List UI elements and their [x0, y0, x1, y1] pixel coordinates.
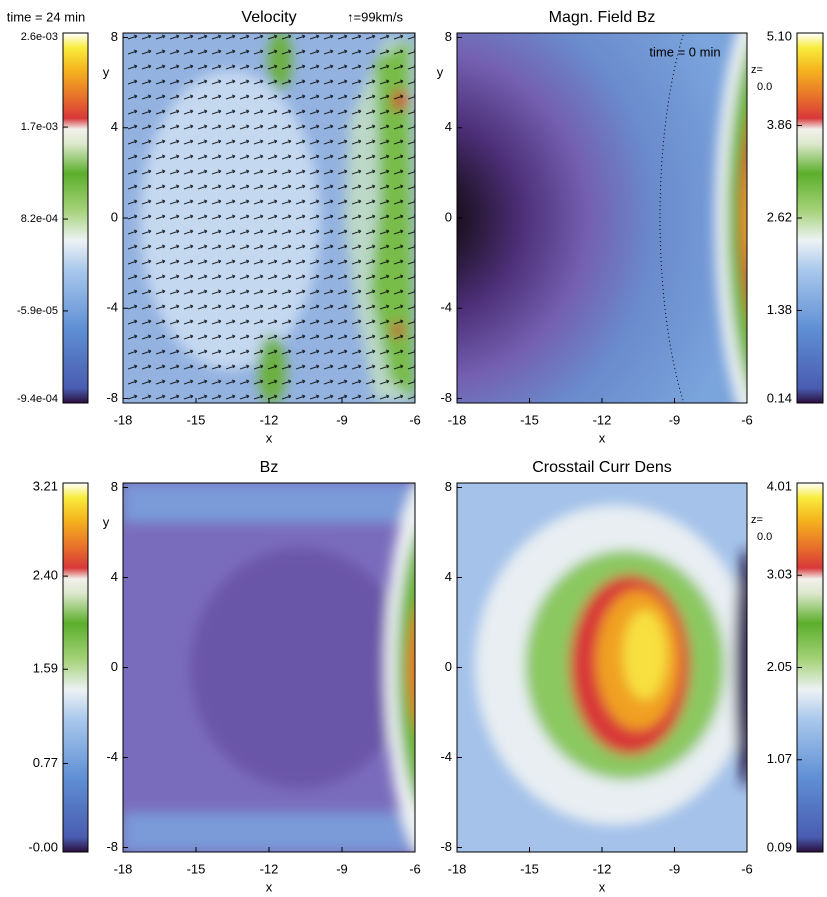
x-tick-label: -15 [187, 861, 206, 876]
y-tick-label: 8 [445, 29, 452, 44]
y-tick-label: -8 [106, 390, 118, 405]
y-tick-label: -8 [106, 839, 118, 854]
x-tick-label: -12 [260, 412, 279, 427]
colorbar-tick-label: 3.21 [33, 478, 58, 493]
z-value: 0.0 [757, 81, 772, 93]
z-label: z= [751, 514, 763, 526]
y-tick-label: 0 [445, 659, 452, 674]
y-tick-label: 0 [111, 659, 118, 674]
colorbar-tick-label: 1.59 [33, 661, 58, 676]
y-tick-label: 8 [111, 29, 118, 44]
x-tick-label: -15 [520, 412, 539, 427]
y-tick-label: 0 [111, 209, 118, 224]
y-tick-label: -8 [440, 390, 452, 405]
y-tick-label: 4 [111, 569, 118, 584]
colorbar-tick-label: 8.2e-04 [21, 213, 58, 225]
y-axis-label: y [437, 64, 444, 79]
y-tick-label: 0 [445, 209, 452, 224]
x-tick-label: -18 [448, 412, 467, 427]
x-tick-label: -15 [520, 861, 539, 876]
bz-field [123, 483, 415, 852]
scale-annotation: ↑=99km/s [347, 9, 403, 24]
colorbar-tick-label: 0.14 [767, 390, 792, 405]
x-tick-label: -12 [593, 412, 612, 427]
colorbar-tick-label: 2.6e-03 [21, 31, 58, 43]
colorbar-tick-label: 3.03 [767, 567, 792, 582]
x-tick-label: -18 [114, 861, 133, 876]
panel-title: Magn. Field Bz [549, 9, 656, 26]
y-tick-label: 4 [445, 119, 452, 134]
y-tick-label: -4 [106, 749, 118, 764]
colorbar-tick-label: 4.01 [767, 478, 792, 493]
x-tick-label: -9 [336, 861, 348, 876]
x-tick-label: -9 [336, 412, 348, 427]
colorbar-tick-label: 0.09 [767, 839, 792, 854]
colorbar-tick-label: -9.4e-04 [17, 393, 58, 405]
velocity-field [123, 33, 415, 403]
colorbar-tick-label: -0.00 [28, 839, 58, 854]
z-label: z= [751, 64, 763, 76]
x-tick-label: -6 [409, 412, 421, 427]
x-axis-label: x [266, 879, 273, 894]
x-tick-label: -12 [260, 861, 279, 876]
colorbar-tick-label: 1.7e-03 [21, 121, 58, 133]
panel-title: Bz [260, 459, 279, 476]
x-tick-label: -6 [741, 861, 753, 876]
x-tick-label: -6 [409, 861, 421, 876]
colorbar-tick-label: 1.38 [767, 302, 792, 317]
x-tick-label: -9 [669, 412, 681, 427]
x-tick-label: -6 [741, 412, 753, 427]
colorbar-tick-label: 2.40 [33, 568, 58, 583]
x-axis-label: x [266, 430, 273, 445]
time-label: time = 0 min [649, 44, 720, 59]
panel-title: Velocity [241, 9, 296, 26]
colorbar-tick-label: -5.9e-05 [17, 305, 58, 317]
y-tick-label: -8 [440, 839, 452, 854]
y-tick-label: 4 [111, 119, 118, 134]
colorbar-tick-label: 3.86 [767, 117, 792, 132]
current-density-field [457, 483, 747, 852]
colorbar-tick-label: 5.10 [767, 28, 792, 43]
colorbar [62, 482, 89, 853]
x-axis-label: x [599, 879, 606, 894]
y-tick-label: 8 [445, 479, 452, 494]
z-value: 0.0 [757, 531, 772, 543]
colorbar-tick-label: 2.62 [767, 209, 792, 224]
colorbar [62, 32, 89, 404]
x-axis-label: x [599, 430, 606, 445]
y-tick-label: 8 [111, 479, 118, 494]
colorbar-tick-label: 0.77 [33, 755, 58, 770]
bz-field-initial [457, 33, 747, 403]
x-tick-label: -18 [448, 861, 467, 876]
y-tick-label: 4 [445, 569, 452, 584]
panel-title: Crosstail Curr Dens [532, 459, 672, 476]
x-tick-label: -12 [593, 861, 612, 876]
x-tick-label: -18 [114, 412, 133, 427]
y-tick-label: -4 [106, 300, 118, 315]
colorbar-tick-label: 2.05 [767, 659, 792, 674]
y-axis-label: y [103, 64, 110, 79]
x-tick-label: -15 [187, 412, 206, 427]
y-tick-label: -4 [440, 300, 452, 315]
time-label: time = 24 min [7, 9, 85, 24]
colorbar-tick-label: 1.07 [767, 751, 792, 766]
y-axis-label: y [103, 514, 110, 529]
x-tick-label: -9 [669, 861, 681, 876]
y-tick-label: -4 [440, 749, 452, 764]
